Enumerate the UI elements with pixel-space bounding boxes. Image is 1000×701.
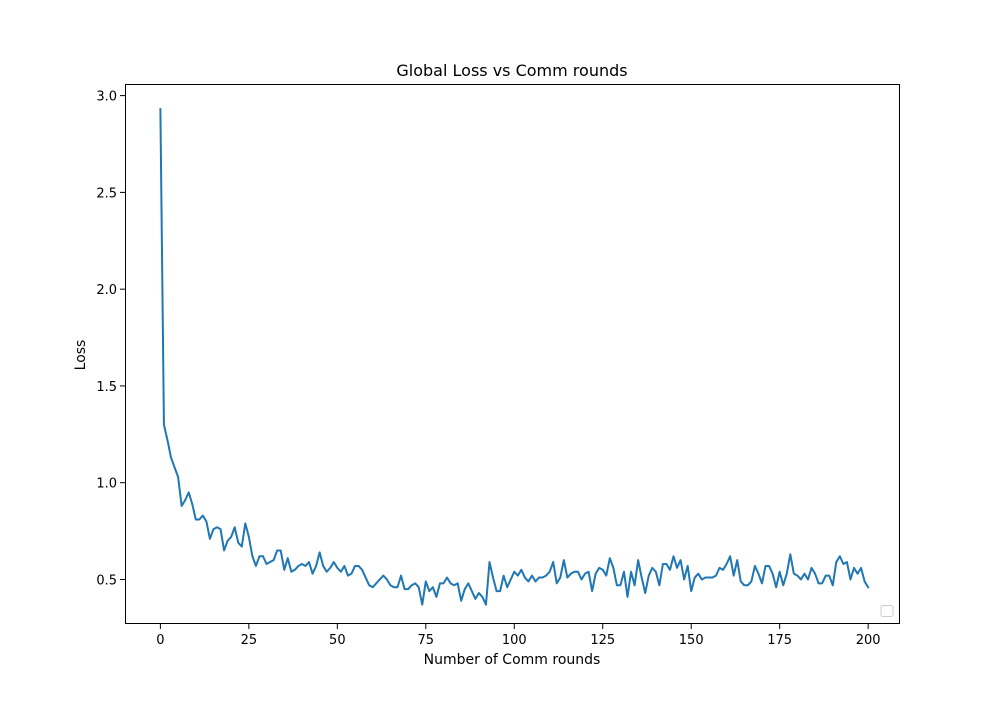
plot-area bbox=[125, 84, 900, 624]
x-axis-title: Number of Comm rounds bbox=[424, 652, 601, 668]
x-tick-label: 200 bbox=[856, 633, 881, 648]
y-axis-title: Loss bbox=[73, 340, 89, 371]
x-tick-label: 25 bbox=[241, 633, 258, 648]
x-tick-label: 150 bbox=[679, 633, 704, 648]
y-tick-label: 2.5 bbox=[96, 186, 117, 201]
x-tick-label: 125 bbox=[590, 633, 615, 648]
x-tick-label: 75 bbox=[418, 633, 435, 648]
x-tick-label: 100 bbox=[502, 633, 527, 648]
series-line bbox=[159, 108, 870, 606]
legend-box bbox=[880, 605, 894, 617]
x-tick-label: 0 bbox=[156, 633, 164, 648]
y-tick-label: 1.5 bbox=[96, 380, 117, 395]
x-tick-label: 175 bbox=[767, 633, 792, 648]
plot-frame bbox=[125, 84, 900, 624]
x-tick-label: 50 bbox=[329, 633, 346, 648]
x-axis-ticks: 0 25 50 75 100 125 150 175 200 bbox=[156, 624, 881, 648]
y-tick-label: 2.0 bbox=[96, 283, 117, 298]
y-axis-ticks: 0.5 1.0 1.5 2.0 2.5 3.0 bbox=[96, 90, 125, 588]
y-tick-label: 1.0 bbox=[96, 477, 117, 492]
y-tick-label: 0.5 bbox=[96, 573, 117, 588]
chart-title: Global Loss vs Comm rounds bbox=[396, 61, 627, 80]
y-tick-label: 3.0 bbox=[96, 90, 117, 105]
